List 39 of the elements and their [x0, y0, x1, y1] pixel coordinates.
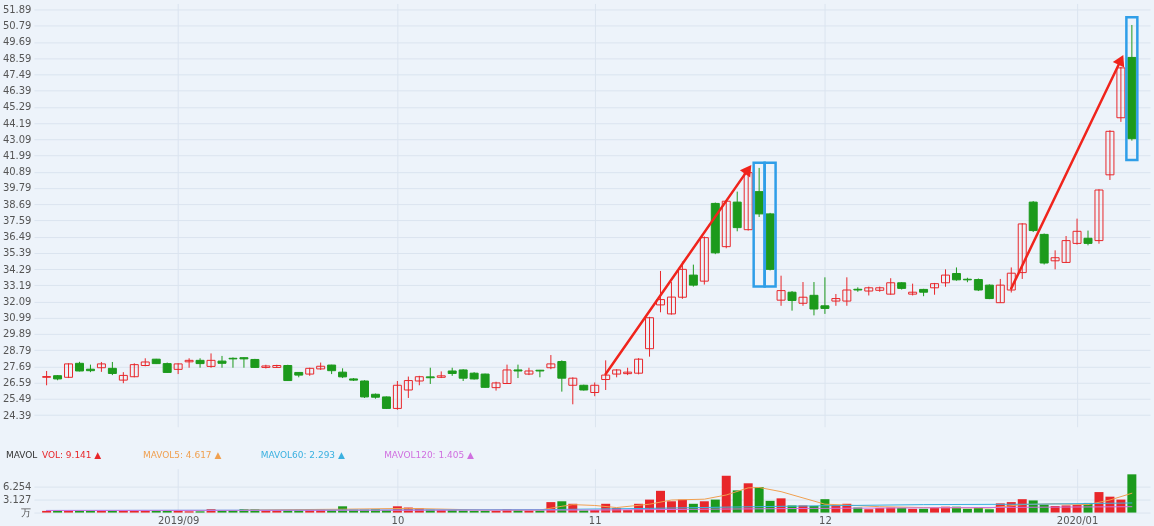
- y-tick-label: 28.79: [2, 344, 32, 356]
- y-tick-label: 27.69: [2, 360, 32, 372]
- text: MAVOL120: 1.405 ▲: [384, 449, 474, 460]
- text: MAVOL60: 2.293 ▲: [260, 449, 345, 460]
- y-tick-label: 38.69: [2, 198, 32, 210]
- y-tick-label: 25.49: [2, 393, 32, 405]
- text: VOL: 9.141 ▲: [41, 449, 102, 460]
- y-tick-label: 26.59: [2, 377, 32, 389]
- x-tick-label: 10: [391, 515, 405, 526]
- x-tick-label: 2020/01: [1056, 515, 1099, 526]
- y-tick-label: 45.29: [2, 101, 32, 113]
- y-tick-label: 37.59: [2, 214, 32, 226]
- text: MAVOL5: 4.617 ▲: [142, 449, 222, 460]
- legend-title: MAVOL: [5, 449, 38, 460]
- y-tick-label: 43.09: [2, 133, 32, 145]
- y-tick-label: 50.79: [2, 20, 32, 32]
- y-tick-label: 35.39: [2, 247, 32, 259]
- y-tick-label: 6.254: [2, 480, 32, 492]
- y-tick-label: 48.59: [2, 52, 32, 64]
- y-tick-label: 39.79: [2, 182, 32, 194]
- y-tick-label: 30.99: [2, 312, 32, 324]
- y-tick-label: 36.49: [2, 231, 32, 243]
- y-tick-label: 41.99: [2, 150, 32, 161]
- y-tick-label: 29.89: [2, 328, 32, 340]
- y-tick-label: 3.127: [2, 493, 32, 505]
- y-tick-label: 33.19: [2, 279, 32, 291]
- y-tick-label: 34.29: [2, 263, 32, 275]
- y-tick-label: 24.39: [2, 409, 32, 421]
- x-tick-label: 12: [819, 515, 832, 526]
- y-tick-label: 万: [21, 507, 32, 519]
- y-tick-label: 46.39: [2, 85, 32, 97]
- y-tick-label: 32.09: [2, 296, 32, 307]
- y-tick-label: 44.19: [2, 117, 32, 129]
- x-tick-label: 2019/09: [157, 515, 200, 526]
- y-tick-label: 49.69: [2, 36, 32, 48]
- y-tick-label: 51.89: [2, 3, 32, 15]
- y-tick-label: 47.49: [2, 68, 32, 80]
- x-tick-label: 11: [588, 515, 602, 526]
- y-tick-label: 40.89: [2, 166, 32, 178]
